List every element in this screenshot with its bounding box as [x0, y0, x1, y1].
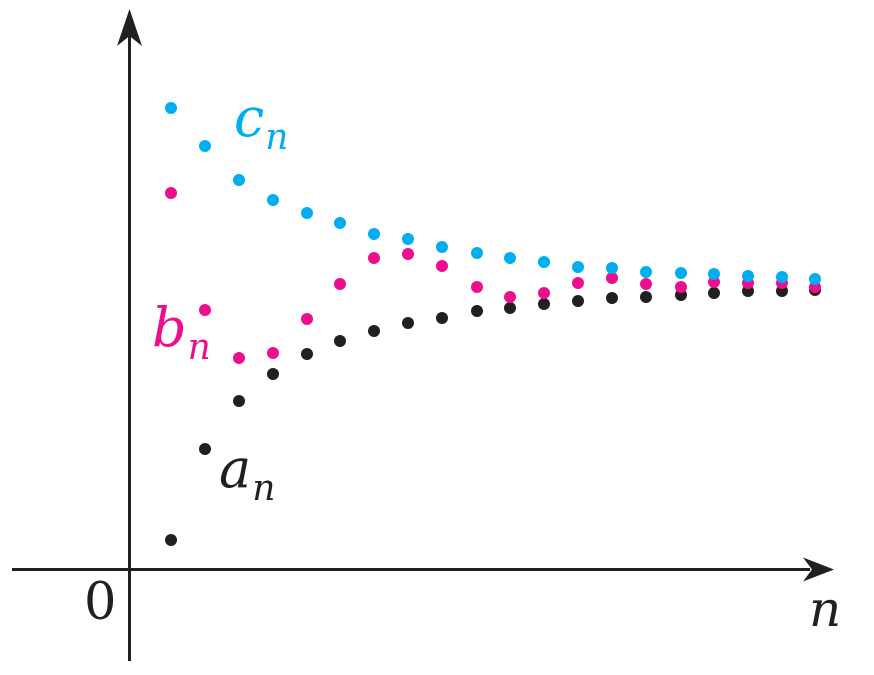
data-point-b_n [640, 278, 652, 290]
series-label-bn-main: b [152, 296, 187, 359]
data-point-b_n [267, 347, 279, 359]
data-point-b_n [606, 272, 618, 284]
data-point-a_n [199, 443, 211, 455]
data-point-a_n [165, 534, 177, 546]
data-point-a_n [267, 368, 279, 380]
data-point-c_n [199, 140, 211, 152]
data-point-c_n [708, 268, 720, 280]
data-point-c_n [402, 233, 414, 245]
data-point-a_n [538, 298, 550, 310]
series-label-cn-sub: n [265, 117, 289, 158]
data-point-b_n [675, 281, 687, 293]
data-point-c_n [742, 270, 754, 282]
data-point-b_n [199, 304, 211, 316]
data-point-b_n [368, 252, 380, 264]
data-point-b_n [165, 187, 177, 199]
series-label-cn: cn [234, 91, 288, 156]
data-point-c_n [267, 194, 279, 206]
data-point-b_n [471, 281, 483, 293]
data-point-c_n [640, 266, 652, 278]
data-point-c_n [368, 228, 380, 240]
data-point-b_n [334, 278, 346, 290]
data-point-b_n [436, 260, 448, 272]
data-point-c_n [538, 256, 550, 268]
data-point-b_n [301, 313, 313, 325]
data-points [165, 102, 821, 546]
data-point-c_n [504, 252, 516, 264]
data-point-a_n [233, 395, 245, 407]
data-point-c_n [675, 267, 687, 279]
data-point-b_n [572, 277, 584, 289]
data-point-a_n [504, 302, 516, 314]
data-point-c_n [572, 261, 584, 273]
data-point-a_n [708, 287, 720, 299]
series-label-an-sub: n [252, 468, 276, 509]
series-label-an: an [219, 442, 275, 507]
data-point-a_n [334, 335, 346, 347]
y-axis-arrowhead-icon [117, 9, 142, 46]
data-point-a_n [640, 291, 652, 303]
data-point-c_n [334, 217, 346, 229]
data-point-a_n [368, 325, 380, 337]
series-label-an-main: a [219, 437, 252, 500]
data-point-c_n [436, 241, 448, 253]
data-point-a_n [301, 348, 313, 360]
data-point-c_n [233, 174, 245, 186]
data-point-c_n [776, 271, 788, 283]
data-point-c_n [301, 207, 313, 219]
data-point-a_n [572, 295, 584, 307]
data-point-a_n [402, 317, 414, 329]
x-axis-arrowhead-icon [803, 557, 834, 582]
data-point-a_n [436, 312, 448, 324]
data-point-b_n [538, 287, 550, 299]
series-label-cn-main: c [234, 86, 265, 149]
axes [12, 9, 834, 661]
series-label-bn: bn [152, 301, 211, 366]
series-label-bn-sub: n [187, 327, 211, 368]
origin-label: 0 [84, 573, 117, 632]
data-point-c_n [809, 273, 821, 285]
data-point-c_n [606, 262, 618, 274]
data-point-b_n [402, 248, 414, 260]
data-point-c_n [165, 102, 177, 114]
data-point-b_n [233, 352, 245, 364]
x-axis-label: n [809, 580, 842, 638]
data-point-b_n [504, 291, 516, 303]
data-point-c_n [471, 247, 483, 259]
data-point-a_n [606, 292, 618, 304]
data-point-a_n [471, 305, 483, 317]
